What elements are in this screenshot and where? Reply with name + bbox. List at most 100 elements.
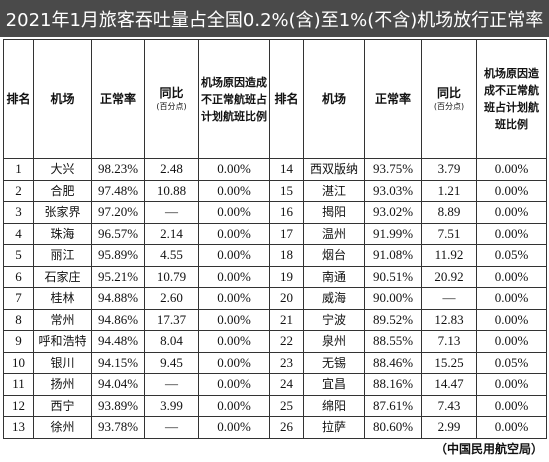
cell-rate: 95.89%: [91, 244, 145, 267]
source-note: （中国民用航空局）: [434, 442, 543, 456]
cell-airport: 大兴: [33, 158, 92, 181]
cell-rate: 88.46%: [364, 351, 422, 374]
cell-reason: 0.00%: [476, 158, 547, 181]
cell-reason: 0.00%: [198, 308, 270, 331]
table-row: 9 呼和浩特 94.48% 8.04 0.00% 22 泉州 88.55% 7.13 0.00%: [3, 330, 547, 353]
cell-reason: 0.00%: [476, 373, 547, 396]
cell-rank: 11: [3, 373, 34, 396]
cell-rank: 21: [269, 308, 304, 331]
cell-airport: 宁波: [303, 308, 365, 331]
cell-reason: 0.00%: [476, 179, 547, 202]
cell-yoy: 17.37: [144, 308, 199, 331]
cell-rate: 91.08%: [364, 244, 422, 267]
cell-airport: 西双版纳: [303, 158, 365, 181]
cell-yoy: 3.79: [421, 158, 477, 181]
cell-airport: 威海: [303, 287, 365, 310]
cell-reason: 0.00%: [198, 330, 270, 353]
cell-rate: 80.60%: [364, 416, 422, 439]
cell-yoy: 8.89: [421, 201, 477, 224]
cell-rate: 88.55%: [364, 330, 422, 353]
cell-airport: 泉州: [303, 330, 365, 353]
cell-yoy: —: [144, 416, 199, 439]
table-row: 6 石家庄 95.21% 10.79 0.00% 19 南通 90.51% 20.92 0.00%: [3, 265, 547, 288]
cell-yoy: 12.83: [421, 308, 477, 331]
cell-yoy: —: [144, 201, 199, 224]
cell-yoy: 2.48: [144, 158, 199, 181]
header-yoy-label: 同比: [436, 86, 461, 100]
cell-rank: 15: [269, 179, 304, 202]
cell-rank: 2: [3, 179, 34, 202]
cell-reason: 0.00%: [476, 265, 547, 288]
cell-rate: 98.23%: [91, 158, 145, 181]
table-body: 1 大兴 98.23% 2.48 0.00% 14 西双版纳 93.75% 3.79 0.00% 2…: [3, 158, 547, 439]
cell-airport: 西宁: [33, 394, 92, 417]
header-rate: 正常率: [91, 39, 145, 159]
cell-reason: 0.00%: [476, 416, 547, 439]
cell-rank: 20: [269, 287, 304, 310]
cell-yoy: 2.14: [144, 222, 199, 245]
cell-reason: 0.00%: [198, 222, 270, 245]
cell-yoy: —: [144, 373, 199, 396]
cell-yoy: 11.92: [421, 244, 477, 267]
cell-rate: 90.00%: [364, 287, 422, 310]
cell-rate: 94.48%: [91, 330, 145, 353]
table-row: 4 珠海 96.57% 2.14 0.00% 17 温州 91.99% 7.51 0.00%: [3, 222, 547, 245]
cell-rank: 14: [269, 158, 304, 181]
cell-rank: 12: [3, 394, 34, 417]
cell-yoy: —: [421, 287, 477, 310]
cell-reason: 0.00%: [198, 244, 270, 267]
table-row: 12 西宁 93.89% 3.99 0.00% 25 绵阳 87.61% 7.43 0.00%: [3, 394, 547, 417]
header-airport: 机场: [33, 39, 92, 159]
cell-rank: 23: [269, 351, 304, 374]
cell-reason: 0.00%: [198, 265, 270, 288]
cell-yoy: 2.99: [421, 416, 477, 439]
cell-rank: 19: [269, 265, 304, 288]
cell-yoy: 10.79: [144, 265, 199, 288]
cell-rate: 94.04%: [91, 373, 145, 396]
cell-reason: 0.00%: [476, 308, 547, 331]
cell-rank: 10: [3, 351, 34, 374]
cell-yoy: 1.21: [421, 179, 477, 202]
cell-reason: 0.05%: [476, 351, 547, 374]
cell-reason: 0.05%: [476, 244, 547, 267]
cell-rank: 26: [269, 416, 304, 439]
cell-airport: 石家庄: [33, 265, 92, 288]
cell-airport: 桂林: [33, 287, 92, 310]
cell-reason: 0.00%: [198, 373, 270, 396]
header-airport: 机场: [303, 39, 365, 159]
header-rate: 正常率: [364, 39, 422, 159]
cell-airport: 常州: [33, 308, 92, 331]
cell-yoy: 2.60: [144, 287, 199, 310]
cell-yoy: 20.92: [421, 265, 477, 288]
cell-yoy: 7.51: [421, 222, 477, 245]
cell-rate: 87.61%: [364, 394, 422, 417]
cell-rate: 93.75%: [364, 158, 422, 181]
cell-yoy: 10.88: [144, 179, 199, 202]
header-rank: 排名: [3, 39, 34, 159]
cell-airport: 南通: [303, 265, 365, 288]
cell-reason: 0.00%: [198, 179, 270, 202]
table-row: 11 扬州 94.04% —0.00% 24 宜昌 88.16% 14.47 0.00%: [3, 373, 547, 396]
cell-rank: 9: [3, 330, 34, 353]
cell-rate: 93.02%: [364, 201, 422, 224]
header-reason: 机场原因造成不正常航班占计划航班比例: [198, 39, 270, 159]
cell-reason: 0.00%: [476, 330, 547, 353]
cell-rate: 95.21%: [91, 265, 145, 288]
cell-rate: 88.16%: [364, 373, 422, 396]
cell-yoy: 8.04: [144, 330, 199, 353]
header-yoy-unit: (百分点): [156, 102, 187, 111]
cell-airport: 银川: [33, 351, 92, 374]
cell-airport: 合肥: [33, 179, 92, 202]
cell-rank: 6: [3, 265, 34, 288]
cell-rank: 13: [3, 416, 34, 439]
cell-airport: 徐州: [33, 416, 92, 439]
cell-airport: 扬州: [33, 373, 92, 396]
header-yoy: 同比 (百分点): [144, 39, 199, 159]
cell-reason: 0.00%: [198, 394, 270, 417]
cell-reason: 0.00%: [198, 416, 270, 439]
cell-rate: 93.78%: [91, 416, 145, 439]
cell-rank: 3: [3, 201, 34, 224]
cell-reason: 0.00%: [476, 287, 547, 310]
cell-rank: 17: [269, 222, 304, 245]
cell-rate: 94.88%: [91, 287, 145, 310]
